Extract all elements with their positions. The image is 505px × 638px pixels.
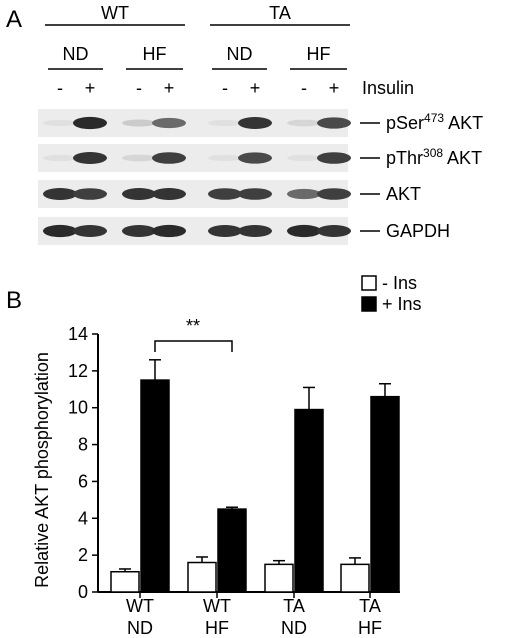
y-tick-label: 14: [68, 324, 88, 344]
bar: [140, 379, 170, 593]
x-tick-label: HF: [358, 618, 382, 638]
bar: [187, 561, 217, 593]
blot-label-name: pSer: [386, 113, 424, 133]
insulin-sign: +: [250, 78, 261, 98]
legend-swatch: [361, 296, 377, 312]
x-tick-label: ND: [127, 618, 153, 638]
blot-band: [152, 117, 186, 129]
blot-label: pThr308 AKT: [386, 146, 482, 168]
y-tick-label: 12: [68, 361, 88, 381]
blot-label: pSer473 AKT: [386, 111, 483, 133]
blot-label-name: GAPDH: [386, 221, 450, 241]
blot-band: [238, 225, 272, 237]
blot-label-suffix: AKT: [443, 148, 482, 168]
x-tick-label: ND: [281, 618, 307, 638]
blot-band: [43, 119, 77, 127]
legend-swatch: [361, 275, 377, 291]
panel-a-label: A: [6, 6, 22, 33]
blot-band: [122, 119, 156, 127]
blot-band: [208, 119, 242, 127]
bar: [340, 563, 370, 593]
blot-band: [317, 188, 351, 200]
insulin-label: Insulin: [362, 78, 414, 98]
blot-band: [317, 225, 351, 237]
blot-band: [287, 119, 321, 127]
bar: [110, 570, 140, 593]
bar: [217, 508, 247, 593]
blot-band: [287, 188, 321, 200]
blot-label-suffix: AKT: [444, 113, 483, 133]
blot-label-superscript: 473: [424, 111, 444, 125]
y-tick-label: 6: [78, 471, 88, 491]
y-tick-label: 2: [78, 545, 88, 565]
blot-band: [238, 188, 272, 200]
bar: [294, 408, 324, 593]
insulin-sign: +: [329, 78, 340, 98]
insulin-sign: -: [222, 78, 228, 98]
blot-band: [43, 224, 77, 238]
significance-marker: **: [186, 316, 200, 336]
insulin-sign: -: [136, 78, 142, 98]
blot-band: [122, 154, 156, 162]
blot-band: [43, 188, 77, 200]
blot-band: [152, 224, 186, 238]
blot-band: [73, 188, 107, 200]
blot-band: [152, 152, 186, 164]
y-axis-label: Relative AKT phosphorylation: [32, 352, 52, 588]
diet-label: HF: [307, 44, 331, 64]
blot-label-name: pThr: [386, 148, 423, 168]
blot-band: [317, 152, 351, 164]
blot-band: [208, 154, 242, 162]
blot-band: [73, 225, 107, 237]
blot-label: GAPDH: [386, 221, 450, 241]
x-tick-label: TA: [283, 596, 305, 616]
y-tick-label: 4: [78, 508, 88, 528]
insulin-sign: -: [57, 78, 63, 98]
diet-label: HF: [143, 44, 167, 64]
genotype-label: WT: [101, 3, 129, 23]
x-tick-label: HF: [205, 618, 229, 638]
blot-label-name: AKT: [386, 184, 421, 204]
x-tick-label: WT: [203, 596, 231, 616]
blot-band: [317, 117, 351, 129]
blot-band: [287, 224, 321, 238]
insulin-sign: -: [301, 78, 307, 98]
blot-band: [73, 116, 107, 130]
blot-band: [238, 152, 272, 164]
blot-band: [208, 225, 242, 237]
blot-band: [73, 152, 107, 164]
blot-band: [122, 225, 156, 237]
y-tick-label: 8: [78, 435, 88, 455]
blot-label-superscript: 308: [423, 146, 443, 160]
diet-label: ND: [227, 44, 253, 64]
blot-label: AKT: [386, 184, 421, 204]
bar: [264, 563, 294, 593]
significance-bracket: [154, 340, 233, 352]
insulin-sign: +: [85, 78, 96, 98]
insulin-sign: +: [164, 78, 175, 98]
genotype-label: TA: [269, 3, 291, 23]
blot-band: [287, 154, 321, 162]
x-tick-label: WT: [126, 596, 154, 616]
legend-label: + Ins: [382, 294, 422, 314]
diet-label: ND: [63, 44, 89, 64]
y-tick-label: 0: [78, 582, 88, 602]
blot-band: [43, 154, 77, 162]
blot-band: [208, 188, 242, 200]
blot-band: [122, 188, 156, 200]
blot-band: [238, 117, 272, 129]
x-tick-label: TA: [359, 596, 381, 616]
panel-b-label: B: [6, 287, 22, 314]
bar: [370, 395, 400, 593]
blot-band: [152, 188, 186, 200]
y-tick-label: 10: [68, 398, 88, 418]
chart-legend: - Ins+ Ins: [361, 273, 422, 314]
legend-label: - Ins: [382, 273, 417, 293]
